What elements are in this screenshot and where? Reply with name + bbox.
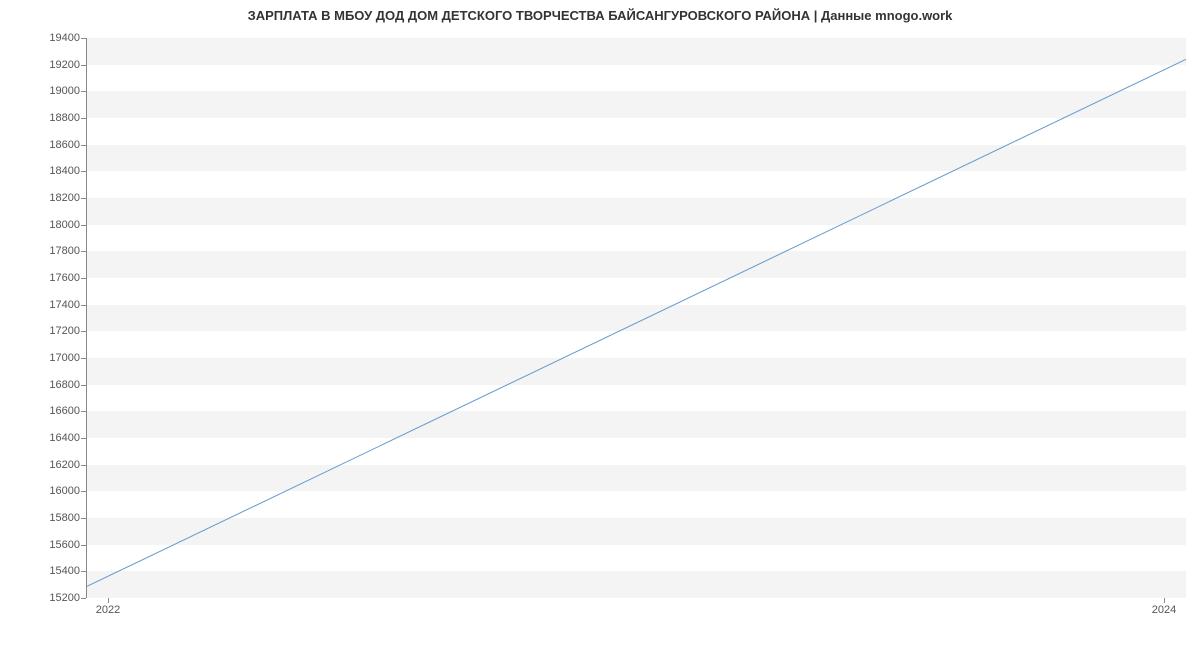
y-axis-tick [81, 305, 86, 306]
line-series [87, 38, 1186, 597]
y-axis-tick [81, 118, 86, 119]
y-axis-tick-label: 16600 [10, 405, 80, 417]
y-axis-tick [81, 358, 86, 359]
x-axis-tick-label: 2022 [96, 604, 120, 616]
y-axis-tick-label: 17600 [10, 272, 80, 284]
y-axis-tick-label: 18000 [10, 219, 80, 231]
y-axis-tick-label: 16800 [10, 379, 80, 391]
y-axis-tick [81, 571, 86, 572]
y-axis-tick-label: 16200 [10, 459, 80, 471]
y-axis-tick-label: 15800 [10, 512, 80, 524]
y-axis-tick-label: 18600 [10, 139, 80, 151]
y-axis-tick-label: 15400 [10, 565, 80, 577]
y-axis-tick-label: 16400 [10, 432, 80, 444]
y-axis-tick [81, 331, 86, 332]
y-axis-tick [81, 251, 86, 252]
y-axis-tick-label: 17200 [10, 325, 80, 337]
plot-area [86, 38, 1186, 598]
y-axis-tick-label: 19400 [10, 32, 80, 44]
y-axis-tick-label: 17400 [10, 299, 80, 311]
y-axis-tick [81, 225, 86, 226]
y-axis-tick [81, 278, 86, 279]
y-axis-tick [81, 145, 86, 146]
y-axis-tick-label: 18400 [10, 165, 80, 177]
y-axis-tick-label: 17000 [10, 352, 80, 364]
y-axis-tick-label: 18200 [10, 192, 80, 204]
y-axis-tick-label: 17800 [10, 245, 80, 257]
y-axis-tick [81, 385, 86, 386]
x-axis-tick [108, 598, 109, 603]
y-axis-tick [81, 598, 86, 599]
y-axis-tick [81, 411, 86, 412]
y-axis-tick [81, 491, 86, 492]
y-axis-tick [81, 65, 86, 66]
y-axis-tick [81, 518, 86, 519]
y-axis-tick [81, 465, 86, 466]
y-axis-tick [81, 91, 86, 92]
y-axis-tick-label: 15200 [10, 592, 80, 604]
y-axis-tick-label: 16000 [10, 485, 80, 497]
x-axis-tick-label: 2024 [1152, 604, 1176, 616]
chart-container: ЗАРПЛАТА В МБОУ ДОД ДОМ ДЕТСКОГО ТВОРЧЕС… [0, 0, 1200, 650]
y-axis-tick [81, 171, 86, 172]
y-axis-tick-label: 19000 [10, 85, 80, 97]
x-axis-tick [1164, 598, 1165, 603]
y-axis-tick [81, 438, 86, 439]
y-axis-tick-label: 19200 [10, 59, 80, 71]
y-axis-tick [81, 198, 86, 199]
y-axis-tick-label: 18800 [10, 112, 80, 124]
y-axis-tick [81, 38, 86, 39]
y-axis-tick-label: 15600 [10, 539, 80, 551]
chart-title: ЗАРПЛАТА В МБОУ ДОД ДОМ ДЕТСКОГО ТВОРЧЕС… [0, 8, 1200, 23]
y-axis-tick [81, 545, 86, 546]
